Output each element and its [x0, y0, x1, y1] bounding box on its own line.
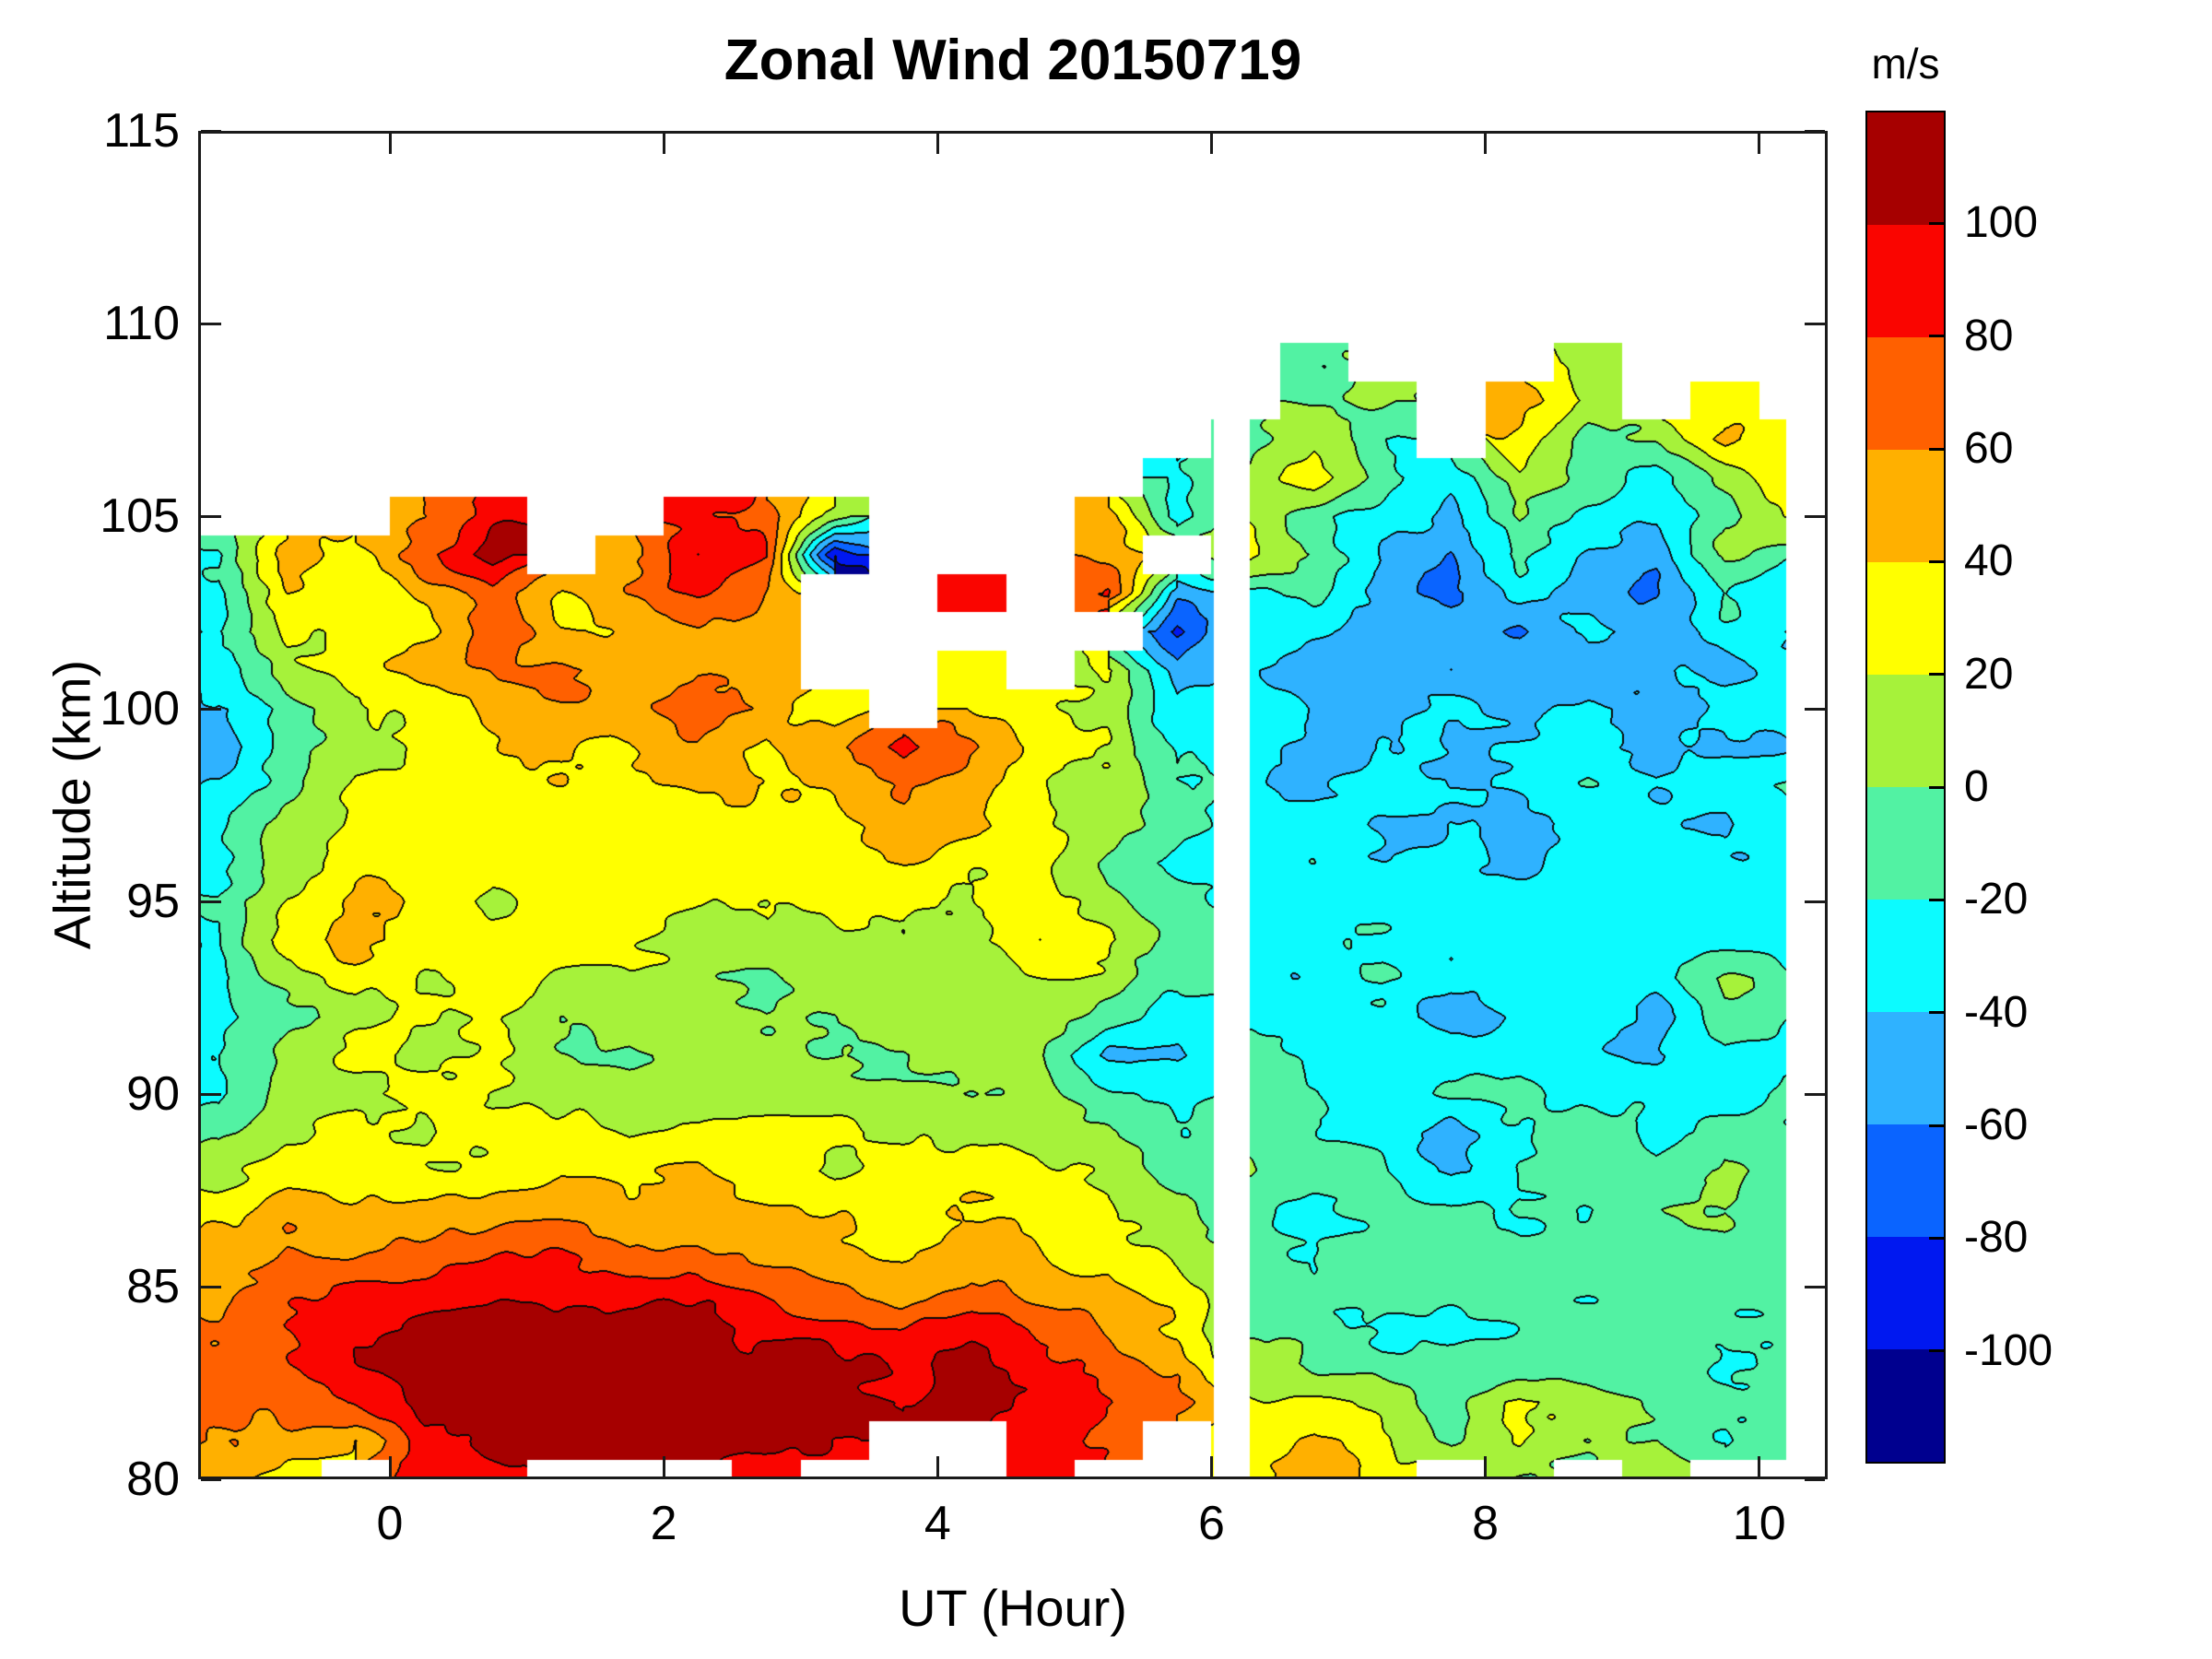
y-tick-mark — [201, 1092, 221, 1096]
x-tick-mark-top — [935, 134, 939, 154]
x-tick-mark — [1758, 1456, 1761, 1477]
colorbar-band — [1867, 562, 1944, 675]
y-tick-mark-right — [1805, 707, 1825, 711]
x-tick-label: 0 — [376, 1497, 404, 1550]
colorbar-tick-mark — [1929, 1011, 1944, 1015]
contour-plot-canvas — [198, 131, 1828, 1479]
y-tick-mark — [201, 1285, 221, 1288]
y-tick-mark-right — [1805, 129, 1825, 133]
colorbar-tick-label: -20 — [1964, 875, 2029, 924]
x-tick-mark — [388, 1456, 392, 1477]
colorbar-tick-label: 0 — [1964, 762, 1989, 811]
y-tick-mark-right — [1805, 514, 1825, 518]
colorbar-tick-mark — [1929, 785, 1944, 789]
y-tick-mark — [201, 514, 221, 518]
chart-title: Zonal Wind 20150719 — [724, 29, 1302, 92]
colorbar-tick-label: -60 — [1964, 1100, 2029, 1149]
x-tick-mark — [935, 1456, 939, 1477]
y-tick-label: 95 — [126, 875, 180, 928]
colorbar-tick-label: -40 — [1964, 987, 2029, 1037]
colorbar-tick-mark — [1929, 559, 1944, 563]
x-tick-label: 8 — [1472, 1497, 1500, 1550]
colorbar-tick-label: 80 — [1964, 311, 2014, 360]
colorbar-band — [1867, 1237, 1944, 1349]
colorbar-band — [1867, 337, 1944, 450]
y-tick-label: 110 — [103, 297, 180, 350]
y-tick-mark-right — [1805, 322, 1825, 325]
colorbar-tick-mark — [1929, 673, 1944, 677]
x-tick-label: 2 — [650, 1497, 677, 1550]
colorbar-tick-label: 100 — [1964, 198, 2039, 248]
colorbar-band — [1867, 787, 1944, 900]
colorbar-tick-mark — [1929, 898, 1944, 901]
y-tick-mark-right — [1805, 1092, 1825, 1096]
y-tick-label: 105 — [100, 489, 180, 543]
colorbar-band — [1867, 1349, 1944, 1462]
colorbar-tick-mark — [1929, 221, 1944, 225]
colorbar-tick-mark — [1929, 447, 1944, 451]
y-tick-label: 100 — [100, 682, 180, 735]
colorbar-tick-label: 60 — [1964, 424, 2014, 473]
colorbar-band — [1867, 1124, 1944, 1237]
y-axis-label: Altitude (km) — [42, 659, 101, 950]
x-tick-mark-top — [1758, 134, 1761, 154]
colorbar-tick-label: -80 — [1964, 1213, 2029, 1263]
x-tick-mark — [662, 1456, 665, 1477]
x-tick-label: 4 — [924, 1497, 951, 1550]
x-tick-mark-top — [662, 134, 665, 154]
x-tick-label: 6 — [1197, 1497, 1225, 1550]
y-tick-mark — [201, 900, 221, 903]
x-tick-mark-top — [1484, 134, 1488, 154]
colorbar-band — [1867, 225, 1944, 337]
x-tick-label: 10 — [1732, 1497, 1786, 1550]
x-tick-mark-top — [388, 134, 392, 154]
y-tick-label: 90 — [126, 1067, 180, 1121]
x-tick-mark — [1209, 1456, 1213, 1477]
y-tick-mark-right — [1805, 900, 1825, 903]
y-tick-mark-right — [1805, 1477, 1825, 1481]
y-tick-label: 115 — [103, 104, 180, 158]
colorbar-band — [1867, 675, 1944, 787]
x-tick-mark-top — [1209, 134, 1213, 154]
y-tick-mark-right — [1805, 1285, 1825, 1288]
y-tick-mark — [201, 129, 221, 133]
colorbar — [1865, 111, 1946, 1464]
colorbar-band — [1867, 900, 1944, 1012]
y-tick-label: 85 — [126, 1260, 180, 1313]
y-tick-mark — [201, 322, 221, 325]
colorbar-tick-mark — [1929, 1124, 1944, 1127]
colorbar-band — [1867, 112, 1944, 225]
x-tick-mark — [1484, 1456, 1488, 1477]
y-tick-mark — [201, 1477, 221, 1481]
colorbar-band — [1867, 450, 1944, 562]
colorbar-tick-label: -100 — [1964, 1325, 2053, 1375]
colorbar-tick-mark — [1929, 1349, 1944, 1353]
y-tick-label: 80 — [126, 1453, 180, 1506]
colorbar-tick-mark — [1929, 335, 1944, 338]
colorbar-unit-label: m/s — [1871, 40, 1940, 88]
colorbar-tick-label: 40 — [1964, 536, 2014, 586]
y-tick-mark — [201, 707, 221, 711]
colorbar-tick-label: 20 — [1964, 649, 2014, 699]
colorbar-tick-mark — [1929, 1236, 1944, 1240]
colorbar-band — [1867, 1012, 1944, 1124]
x-axis-label: UT (Hour) — [899, 1579, 1127, 1637]
